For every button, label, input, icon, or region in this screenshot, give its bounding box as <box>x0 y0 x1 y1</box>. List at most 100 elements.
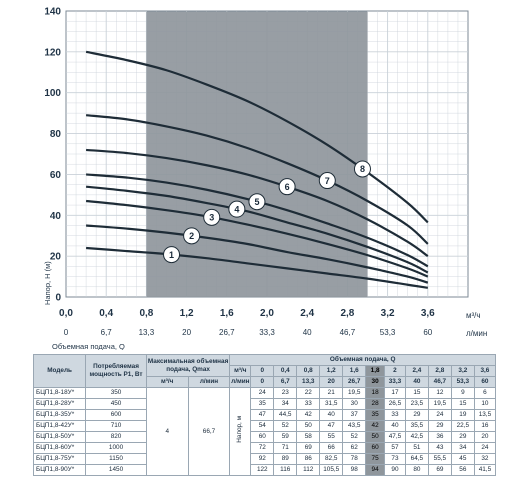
head-cell: Напор, м <box>229 387 252 476</box>
y-tick-label: 100 <box>44 88 61 99</box>
flow-lmin-col: 53,3 <box>450 376 475 388</box>
flow-m3-col: 0,4 <box>273 365 298 377</box>
head-value-cell: 55,5 <box>427 453 452 465</box>
y-tick-label: 140 <box>44 7 61 18</box>
model-cell: БЦП1,8-50У* <box>32 431 87 443</box>
power-header: Потребляемая мощность P1, Вт <box>85 354 147 388</box>
curve-3 <box>85 199 429 278</box>
head-value-cell: 36 <box>427 431 452 443</box>
x-tick-label-m3: 0,0 <box>59 308 73 319</box>
qmax-lmin-header: л/мин <box>187 376 231 388</box>
curve-label-7: 7 <box>325 176 330 186</box>
head-value-cell: 45 <box>450 453 475 465</box>
performance-table: Модель Потребляемая мощность P1, Вт Макс… <box>32 354 497 476</box>
curve-2 <box>86 224 429 284</box>
flow-lmin-col: 13,3 <box>296 376 321 388</box>
head-value-cell: 51 <box>404 442 429 454</box>
head-value-cell: 55 <box>319 431 344 443</box>
head-value-cell: 42,5 <box>404 431 429 443</box>
flow-m3-col: 1,2 <box>319 365 344 377</box>
head-value-cell: 33 <box>384 409 406 421</box>
head-value-cell: 29 <box>404 409 429 421</box>
head-value-cell: 35,5 <box>404 420 429 432</box>
head-value-cell: 20 <box>473 431 497 443</box>
power-cell: 710 <box>85 420 147 432</box>
head-value-cell: 50 <box>365 431 385 443</box>
head-value-cell: 37 <box>342 409 367 421</box>
x-tick-label-m3: 2,8 <box>340 308 354 319</box>
curve-label-3: 3 <box>209 213 214 223</box>
flow-lmin-col: 40 <box>404 376 429 388</box>
y-tick-label: 60 <box>50 170 62 181</box>
flow-m3-col: 3,6 <box>473 365 497 377</box>
curve-4 <box>85 185 429 274</box>
head-value-cell: 116 <box>273 464 298 476</box>
head-value-cell: 56 <box>450 464 475 476</box>
qmax-m3-cell: 4 <box>145 387 189 476</box>
model-cell: БЦП1,8-18У* <box>32 387 87 399</box>
curve-5 <box>86 173 429 268</box>
model-cell: БЦП1,8-60У* <box>32 442 87 454</box>
curve-label-circle-8 <box>353 160 371 178</box>
x-tick-label-m3: 2,4 <box>300 308 314 319</box>
qmax-m3-header: м³/ч <box>145 376 189 388</box>
head-value-cell: 47 <box>250 409 275 421</box>
head-value-cell: 47,5 <box>384 431 406 443</box>
flow-lmin-col: 26,7 <box>342 376 367 388</box>
head-value-cell: 54 <box>250 420 275 432</box>
head-value-cell: 9 <box>450 387 475 399</box>
head-value-cell: 69 <box>296 442 321 454</box>
head-value-cell: 17 <box>384 387 406 399</box>
x-tick-label-lmin: 6,7 <box>101 328 113 337</box>
head-value-cell: 24 <box>250 387 275 399</box>
head-value-cell: 15 <box>450 398 475 410</box>
model-cell: БЦП1,8-42У* <box>32 420 87 432</box>
x-tick-label-lmin: 46,7 <box>340 328 356 337</box>
flow-lmin-col: 60 <box>473 376 497 388</box>
flow-m3-col: 1,6 <box>342 365 367 377</box>
head-value-cell: 112 <box>296 464 321 476</box>
head-value-cell: 28 <box>365 398 385 410</box>
model-cell: БЦП1,8-90У* <box>32 464 87 476</box>
head-value-cell: 35 <box>250 398 275 410</box>
head-value-cell: 26,5 <box>384 398 406 410</box>
head-value-cell: 15 <box>404 387 429 399</box>
head-value-cell: 32 <box>473 453 497 465</box>
head-value-cell: 92 <box>250 453 275 465</box>
head-value-cell: 89 <box>273 453 298 465</box>
flow-lmin-col: 30 <box>365 376 385 388</box>
x-tick-label-m3: 3,6 <box>421 308 435 319</box>
qmax-lmin-cell: 66,7 <box>187 387 231 476</box>
curve-label-circle-3 <box>203 208 221 226</box>
head-value-cell: 42 <box>365 420 385 432</box>
head-value-cell: 19 <box>450 409 475 421</box>
head-value-cell: 35 <box>365 409 385 421</box>
x-tick-label-m3: 1,2 <box>180 308 194 319</box>
head-value-cell: 23,5 <box>404 398 429 410</box>
power-cell: 450 <box>85 398 147 410</box>
curve-6 <box>86 148 429 258</box>
x-tick-label-lmin: 53,3 <box>380 328 396 337</box>
flow-lmin-col: 33,3 <box>384 376 406 388</box>
flow-m3-col: 0,8 <box>296 365 321 377</box>
head-value-cell: 41,5 <box>473 464 497 476</box>
head-value-cell: 80 <box>404 464 429 476</box>
head-value-cell: 52 <box>273 420 298 432</box>
flow-lmin-col: 20 <box>319 376 344 388</box>
head-value-cell: 59 <box>273 431 298 443</box>
head-value-cell: 30 <box>342 398 367 410</box>
flow-m3-col: 2 <box>384 365 406 377</box>
power-cell: 1150 <box>85 453 147 465</box>
head-label: Напор, м <box>236 416 244 443</box>
head-value-cell: 10 <box>473 398 497 410</box>
table-row: БЦП1,8-90У* 1450 122 116 112 105,5 98 94 90 80 69 5… <box>32 464 497 476</box>
head-value-cell: 71 <box>273 442 298 454</box>
head-value-cell: 62 <box>342 442 367 454</box>
x-tick-label-m3: 0,4 <box>99 308 113 319</box>
x-tick-label-lmin: 40 <box>303 328 312 337</box>
head-value-cell: 58 <box>296 431 321 443</box>
x-unit-top: м³/ч <box>466 311 481 320</box>
head-value-cell: 29 <box>450 431 475 443</box>
curve-label-circle-2 <box>183 227 201 245</box>
head-value-cell: 86 <box>296 453 321 465</box>
